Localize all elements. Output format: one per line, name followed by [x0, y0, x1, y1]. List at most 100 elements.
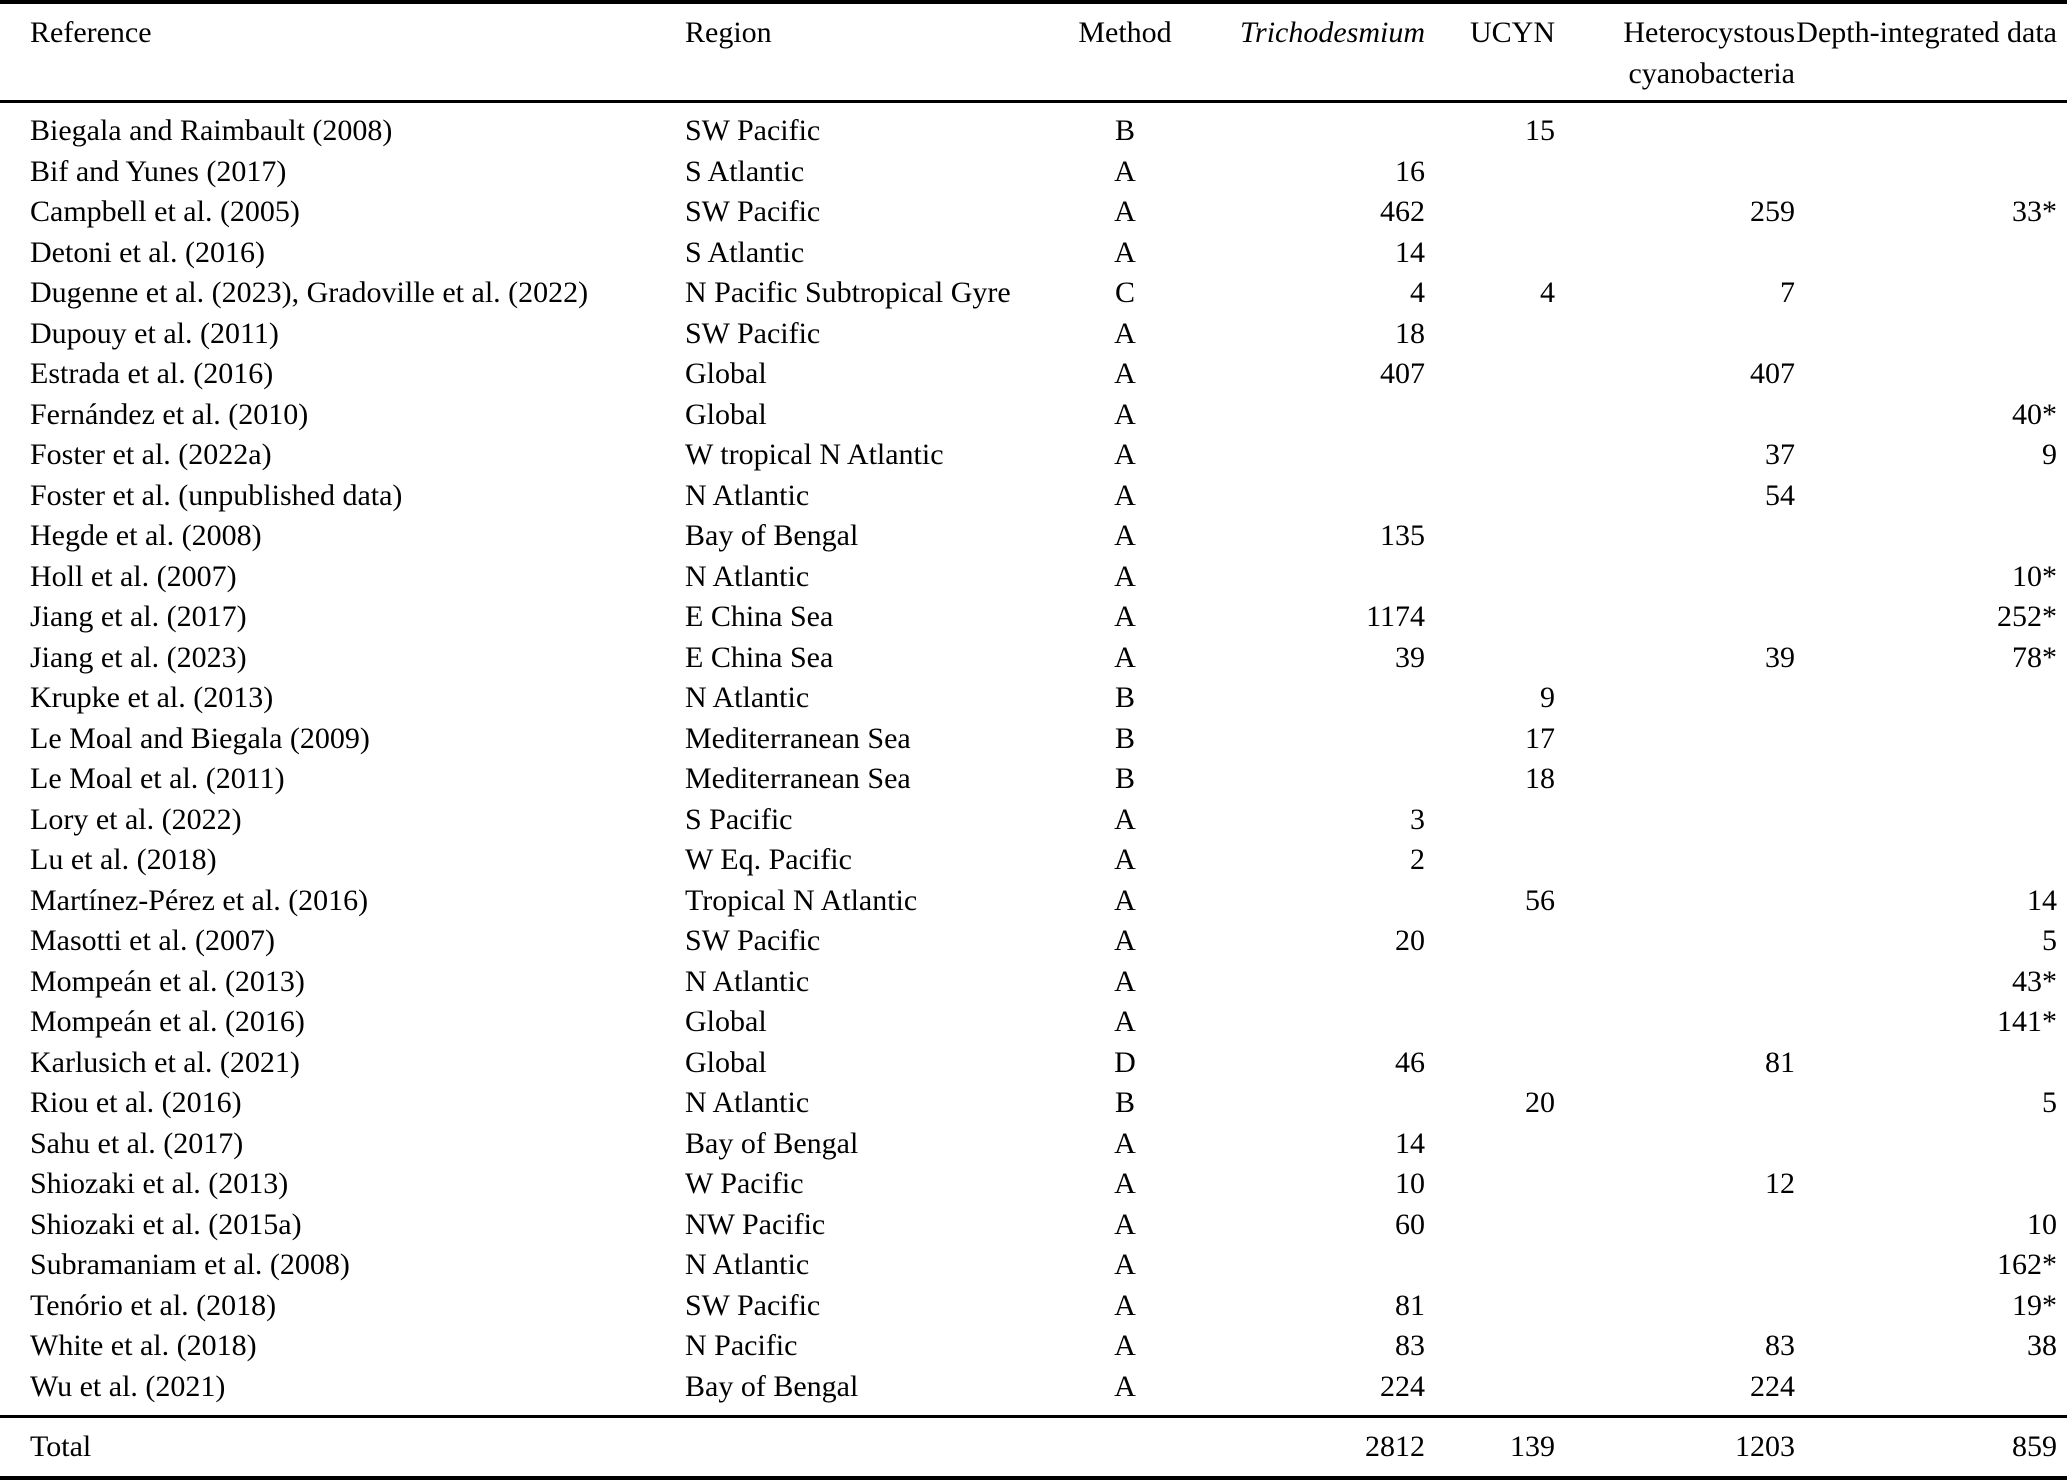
cell-trichodesmium: 20 [1395, 924, 1425, 957]
cell-region: W tropical N Atlantic [685, 438, 944, 471]
cell-reference: Fernández et al. (2010) [30, 397, 309, 431]
cell-heterocystous [1555, 1124, 1795, 1165]
cell-heterocystous [1555, 921, 1795, 962]
table-row: Mompeán et al. (2013) N Atlantic A 43* [0, 962, 2067, 1003]
cell-reference: Riou et al. (2016) [30, 1086, 242, 1119]
cell-depth_integrated [1795, 102, 2067, 152]
cell-method: A [1114, 1207, 1136, 1241]
cell-ucyn [1425, 1367, 1555, 1417]
cell-trichodesmium: 18 [1395, 316, 1425, 350]
cell-region: NW Pacific [685, 1207, 826, 1241]
cell-ucyn [1425, 233, 1555, 274]
cell-method: A [1114, 195, 1136, 228]
cell-trichodesmium: 4 [1410, 276, 1425, 309]
total-depth-integrated: 859 [1795, 1415, 2067, 1478]
cell-method: A [1114, 924, 1136, 957]
cell-depth_integrated [1795, 152, 2067, 193]
cell-ucyn [1425, 557, 1555, 598]
cell-heterocystous: 54 [1765, 478, 1795, 512]
cell-trichodesmium [1190, 476, 1425, 517]
cell-ucyn [1425, 800, 1555, 841]
cell-method: A [1114, 1167, 1136, 1200]
total-heterocystous: 1203 [1555, 1415, 1795, 1478]
cell-reference: Mompeán et al. (2013) [30, 964, 305, 998]
cell-reference: Foster et al. (unpublished data) [30, 478, 403, 512]
table-row: Shiozaki et al. (2015a) NW Pacific A 60 10 [0, 1205, 2067, 1246]
cell-method: A [1114, 397, 1136, 431]
cell-depth_integrated [1795, 840, 2067, 881]
cell-region: Tropical N Atlantic [685, 883, 918, 917]
cell-trichodesmium: 46 [1395, 1045, 1425, 1079]
cell-method: A [1114, 1005, 1136, 1038]
cell-method: A [1114, 1288, 1136, 1322]
cell-reference: Krupke et al. (2013) [30, 681, 274, 714]
cell-region: SW Pacific [685, 1288, 821, 1322]
cell-heterocystous: 37 [1765, 438, 1795, 471]
cell-region: Global [685, 1045, 767, 1079]
cell-method: A [1114, 1126, 1136, 1160]
cell-ucyn: 4 [1540, 276, 1555, 309]
cell-depth_integrated: 19* [2012, 1288, 2057, 1322]
cell-reference: Le Moal et al. (2011) [30, 762, 285, 795]
cell-method: A [1114, 964, 1136, 998]
cell-trichodesmium: 60 [1395, 1207, 1425, 1241]
cell-depth_integrated: 10 [2027, 1207, 2057, 1241]
cell-heterocystous [1555, 719, 1795, 760]
table-header: Reference Region Method Trichodesmium UC… [0, 2, 2067, 103]
cell-heterocystous: 7 [1780, 276, 1795, 309]
cell-ucyn [1425, 962, 1555, 1003]
header-row: Reference Region Method Trichodesmium UC… [0, 2, 2067, 103]
cell-reference: Lu et al. (2018) [30, 843, 217, 876]
cell-heterocystous [1555, 1205, 1795, 1246]
cell-trichodesmium [1190, 881, 1425, 922]
cell-heterocystous [1555, 1286, 1795, 1327]
table-row: Le Moal et al. (2011) Mediterranean Sea B 1… [0, 759, 2067, 800]
cell-method: B [1114, 721, 1135, 755]
cell-trichodesmium: 462 [1380, 195, 1425, 228]
cell-method: A [1114, 559, 1136, 593]
cell-heterocystous [1555, 395, 1795, 436]
col-header-ucyn: UCYN [1425, 2, 1555, 103]
cell-ucyn [1425, 354, 1555, 395]
total-empty-method [1060, 1415, 1190, 1478]
cell-ucyn [1425, 1124, 1555, 1165]
cell-ucyn [1425, 395, 1555, 436]
cell-trichodesmium: 83 [1395, 1329, 1425, 1362]
cell-ucyn [1425, 1205, 1555, 1246]
cell-method: B [1114, 114, 1135, 147]
cell-depth_integrated [1795, 233, 2067, 274]
total-row: Total 2812 139 1203 859 [0, 1415, 2067, 1478]
cell-heterocystous [1555, 881, 1795, 922]
cell-reference: Dupouy et al. (2011) [30, 316, 279, 350]
cell-reference: Shiozaki et al. (2013) [30, 1167, 289, 1200]
total-trichodesmium: 2812 [1190, 1415, 1425, 1478]
cell-reference: Hegde et al. (2008) [30, 519, 262, 552]
cell-region: SW Pacific [685, 316, 821, 350]
cell-trichodesmium: 224 [1380, 1369, 1425, 1403]
cell-depth_integrated [1795, 1043, 2067, 1084]
cell-heterocystous [1555, 233, 1795, 274]
cell-reference: Subramaniam et al. (2008) [30, 1248, 350, 1281]
cell-ucyn [1425, 1326, 1555, 1367]
cell-reference: Campbell et al. (2005) [30, 195, 300, 228]
cell-heterocystous: 12 [1765, 1167, 1795, 1200]
cell-region: E China Sea [685, 600, 834, 633]
cell-heterocystous [1555, 678, 1795, 719]
cell-heterocystous [1555, 557, 1795, 598]
cell-heterocystous: 259 [1750, 195, 1795, 228]
total-ucyn: 139 [1425, 1415, 1555, 1478]
table-row: Hegde et al. (2008) Bay of Bengal A 135 [0, 516, 2067, 557]
col-header-method: Method [1060, 2, 1190, 103]
table-footer: Total 2812 139 1203 859 [0, 1415, 2067, 1478]
table-row: Shiozaki et al. (2013) W Pacific A 10 12 [0, 1164, 2067, 1205]
cell-trichodesmium [1190, 435, 1425, 476]
cell-method: A [1114, 519, 1136, 552]
cell-ucyn [1425, 192, 1555, 233]
cell-region: S Atlantic [685, 154, 805, 188]
table-row: Sahu et al. (2017) Bay of Bengal A 14 [0, 1124, 2067, 1165]
cell-ucyn [1425, 1245, 1555, 1286]
table-row: White et al. (2018) N Pacific A 83 83 38 [0, 1326, 2067, 1367]
table-row: Campbell et al. (2005) SW Pacific A 462 259 3… [0, 192, 2067, 233]
col-header-depth-integrated: Depth-integrated data [1795, 2, 2067, 103]
cell-depth_integrated: 141* [1997, 1005, 2057, 1038]
